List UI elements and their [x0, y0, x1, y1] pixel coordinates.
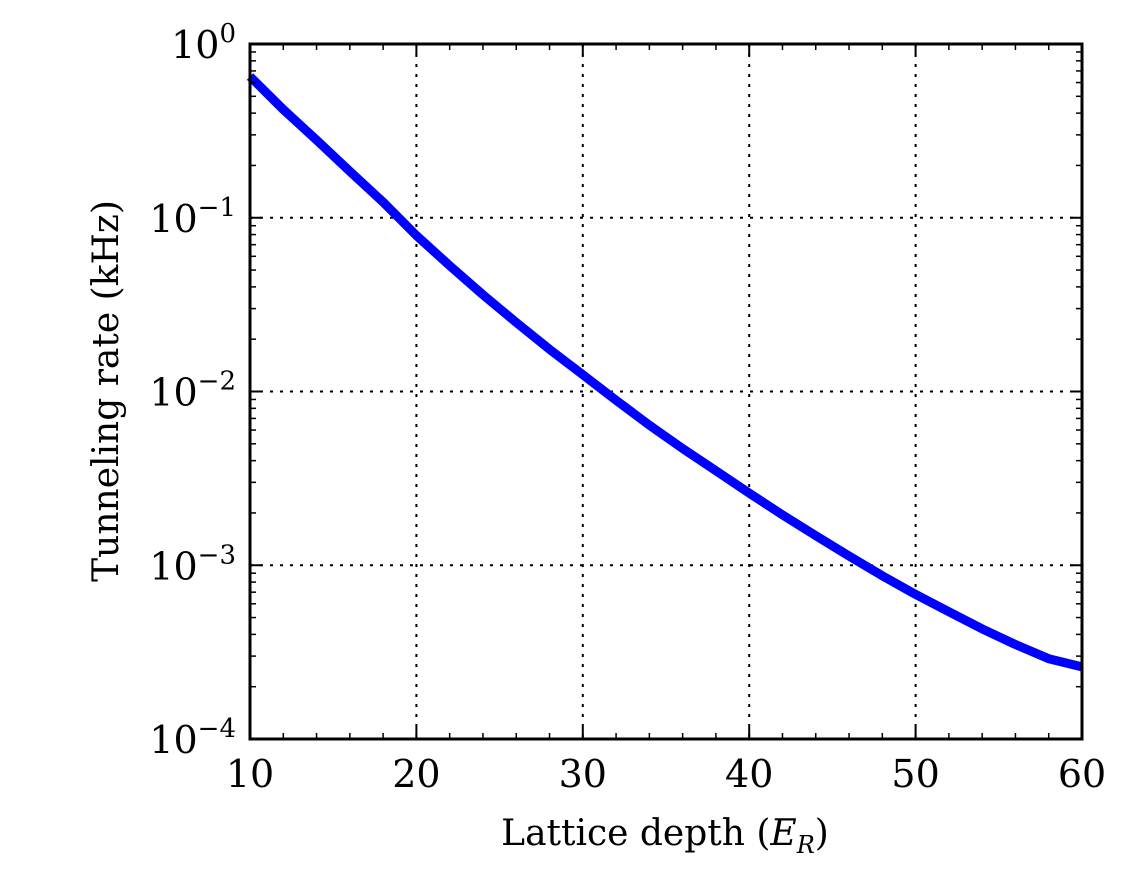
y-tick-label: 10−4	[149, 714, 236, 762]
y-axis-title: Tunneling rate (kHz)	[86, 200, 127, 582]
grid-lines	[250, 44, 1082, 739]
plot-frame	[248, 42, 1084, 741]
series-line	[246, 73, 1084, 672]
y-tick-label: 100	[171, 19, 236, 67]
x-tick-label: 40	[725, 752, 773, 796]
tick-marks	[249, 43, 1083, 740]
tick-labels: 10 20 30 40 50 60 100 10−1 10−2 10−3 10−4	[149, 19, 1106, 796]
x-axis-title: Lattice depth (ER)	[501, 813, 829, 859]
y-tick-label: 10−3	[149, 540, 236, 588]
x-tick-label: 10	[226, 752, 274, 796]
x-tick-label: 30	[559, 752, 607, 796]
series-layer	[246, 73, 1084, 672]
y-tick-label: 10−2	[149, 367, 236, 415]
x-tick-label: 20	[392, 752, 440, 796]
x-tick-label: 60	[1058, 752, 1106, 796]
y-tick-label: 10−1	[149, 193, 236, 241]
x-tick-label: 50	[891, 752, 939, 796]
